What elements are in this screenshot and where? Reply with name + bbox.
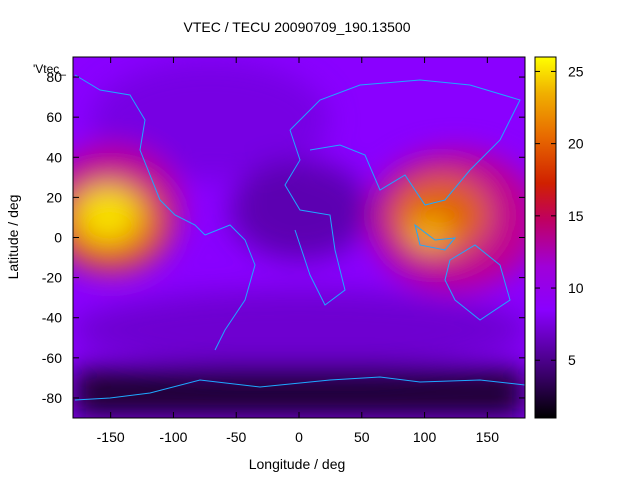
y-tick-label: -80 — [42, 390, 62, 406]
southern-dark-band — [73, 290, 525, 370]
y-tick-label: 80 — [46, 69, 62, 85]
y-tick-label: -40 — [42, 310, 62, 326]
colorbar-tick-label: 10 — [568, 280, 584, 296]
colorbar-ticks: 5 10 15 20 25 — [535, 63, 584, 368]
north-america-coast — [74, 74, 206, 236]
y-axis: -80 -60 -40 -20 0 20 40 60 80 — [42, 69, 525, 406]
y-tick-label: -20 — [42, 270, 62, 286]
x-tick-label: 100 — [413, 429, 437, 445]
key-label: 'Vtec_ — [33, 62, 66, 76]
colorbar-tick-label: 25 — [568, 63, 584, 79]
australia-coast — [444, 244, 511, 321]
south-america-coast — [204, 224, 256, 351]
x-tick-label: 50 — [354, 429, 370, 445]
x-tick-label: 150 — [476, 429, 500, 445]
x-axis: -150 -100 -50 0 50 100 150 — [97, 57, 500, 445]
polar-minimum-band — [73, 368, 525, 418]
antarctica-coast — [74, 376, 525, 401]
y-tick-label: 0 — [54, 230, 62, 246]
y-tick-label: -60 — [42, 350, 62, 366]
indonesia-coast — [414, 223, 457, 251]
eurasia-coast — [289, 79, 521, 206]
x-axis-label: Longitude / deg — [249, 456, 346, 472]
colorbar-tick-label: 15 — [568, 208, 584, 224]
colorbar-tick-label: 20 — [568, 136, 584, 152]
africa-coast — [284, 129, 346, 306]
heatmap — [73, 57, 525, 418]
y-tick-label: 40 — [46, 149, 62, 165]
north-dark-region — [90, 60, 330, 180]
x-tick-label: -50 — [226, 429, 246, 445]
x-tick-label: -100 — [159, 429, 187, 445]
pacific-peak-core — [76, 187, 140, 243]
y-tick-label: 20 — [46, 189, 62, 205]
colorbar — [534, 56, 557, 419]
y-axis-label: Latitude / deg — [5, 195, 21, 280]
coastlines — [74, 74, 525, 401]
x-tick-label: 0 — [295, 429, 303, 445]
asia-peak-core — [408, 214, 452, 250]
x-tick-label: -150 — [97, 429, 125, 445]
colorbar-tick-label: 5 — [568, 352, 576, 368]
y-tick-label: 60 — [46, 109, 62, 125]
chart-title: VTEC / TECU 20090709_190.13500 — [183, 19, 410, 35]
